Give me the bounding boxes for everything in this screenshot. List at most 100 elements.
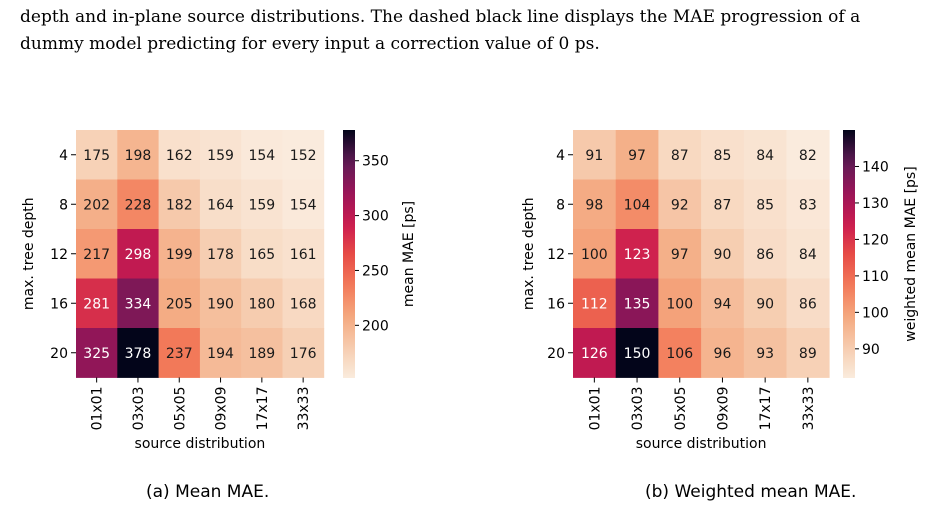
cell-value-label: 154	[248, 148, 275, 164]
heatmap-cell	[658, 328, 702, 378]
colorbar-tick-label: 300	[362, 209, 389, 225]
y-tick-label: 4	[59, 148, 68, 164]
heatmap-cell	[282, 328, 325, 378]
y-tick-label: 12	[547, 247, 565, 263]
heatmap-cell	[573, 179, 617, 230]
heatmap-cell	[158, 130, 201, 180]
caption-line-1: depth and in-plane source distributions.…	[20, 7, 861, 27]
cell-value-label: 150	[624, 346, 651, 362]
y-tick-label: 12	[50, 247, 68, 263]
x-tick-label: 01x01	[90, 387, 106, 431]
cell-value-label: 154	[290, 197, 317, 213]
colorbar-tick-label: 140	[862, 159, 889, 175]
x-axis-label: source distribution	[135, 436, 266, 452]
heatmap-cell	[241, 130, 283, 180]
heatmap-cell	[615, 179, 659, 230]
cell-value-label: 87	[714, 197, 732, 213]
heatmap-cell	[282, 130, 325, 180]
cell-value-label: 87	[671, 148, 689, 164]
x-tick-label: 17x17	[758, 387, 774, 431]
y-axis-label: max. tree depth	[21, 197, 37, 310]
heatmap-cell	[158, 229, 201, 279]
cell-value-label: 202	[83, 197, 110, 213]
heatmap-cell	[615, 278, 659, 329]
cell-value-label: 96	[714, 346, 732, 362]
cell-value-label: 126	[581, 346, 608, 362]
heatmap-cell	[743, 179, 787, 230]
x-tick-label: 03x03	[630, 387, 646, 431]
cell-value-label: 164	[207, 197, 234, 213]
heatmap-cell	[117, 278, 159, 329]
x-tick-label: 01x01	[587, 387, 603, 431]
heatmap-cell	[117, 229, 159, 279]
heatmap-cell	[199, 229, 242, 279]
heatmap-cell	[743, 328, 787, 378]
heatmap-cell	[282, 179, 325, 230]
heatmap-cell	[199, 179, 242, 230]
cell-value-label: 85	[756, 197, 774, 213]
cell-value-label: 178	[207, 247, 234, 263]
cell-value-label: 189	[248, 346, 275, 362]
heatmap-cell	[117, 130, 159, 180]
heatmap-cell	[282, 229, 325, 279]
heatmap-cell	[743, 130, 787, 180]
cell-value-label: 162	[166, 148, 193, 164]
cell-value-label: 281	[83, 296, 110, 312]
heatmap-cell	[786, 179, 830, 230]
cell-value-label: 93	[756, 346, 774, 362]
cell-value-label: 325	[83, 346, 110, 362]
y-tick-label: 8	[59, 197, 68, 213]
cell-value-label: 84	[756, 148, 774, 164]
cell-value-label: 89	[799, 346, 817, 362]
heatmap-cell	[573, 130, 617, 180]
colorbar-b	[843, 130, 855, 378]
cell-value-label: 237	[166, 346, 193, 362]
heatmap-cell	[117, 328, 159, 378]
heatmap-cell	[658, 179, 702, 230]
colorbar-a	[343, 130, 355, 378]
heatmap-cell	[573, 328, 617, 378]
cell-value-label: 83	[799, 197, 817, 213]
cell-value-label: 199	[166, 247, 193, 263]
cell-value-label: 182	[166, 197, 193, 213]
x-tick-label: 05x05	[172, 387, 188, 431]
cell-value-label: 104	[624, 197, 651, 213]
cell-value-label: 152	[290, 148, 317, 164]
heatmap-cell	[199, 278, 242, 329]
x-tick-label: 09x09	[715, 387, 731, 431]
cell-value-label: 228	[125, 197, 152, 213]
cell-value-label: 334	[125, 296, 152, 312]
colorbar-tick-label: 200	[362, 318, 389, 334]
cell-value-label: 135	[624, 296, 651, 312]
cell-value-label: 198	[125, 148, 152, 164]
cell-value-label: 159	[248, 197, 275, 213]
heatmap-cell	[199, 130, 242, 180]
heatmap-cell	[117, 179, 159, 230]
heatmap-cell	[76, 179, 118, 230]
cell-value-label: 190	[207, 296, 234, 312]
heatmap-cell	[658, 278, 702, 329]
colorbar-tick-label: 130	[862, 196, 889, 212]
y-tick-label: 20	[547, 346, 565, 362]
cell-value-label: 176	[290, 346, 317, 362]
heatmap-cell	[658, 130, 702, 180]
cell-value-label: 90	[714, 247, 732, 263]
colorbar-tick-label: 90	[862, 342, 880, 358]
heatmap-cell	[615, 130, 659, 180]
heatmap-cell	[743, 229, 787, 279]
heatmap-cell	[701, 179, 745, 230]
heatmap-cell	[573, 229, 617, 279]
heatmap-cell	[701, 278, 745, 329]
cell-value-label: 90	[756, 296, 774, 312]
colorbar-tick-label: 110	[862, 269, 889, 285]
cell-value-label: 112	[581, 296, 608, 312]
x-tick-label: 33x33	[296, 387, 312, 431]
colorbar-tick-label: 120	[862, 232, 889, 248]
heatmap-cell	[573, 278, 617, 329]
cell-value-label: 205	[166, 296, 193, 312]
x-tick-label: 05x05	[673, 387, 689, 431]
heatmap-cell	[282, 278, 325, 329]
cell-value-label: 161	[290, 247, 317, 263]
